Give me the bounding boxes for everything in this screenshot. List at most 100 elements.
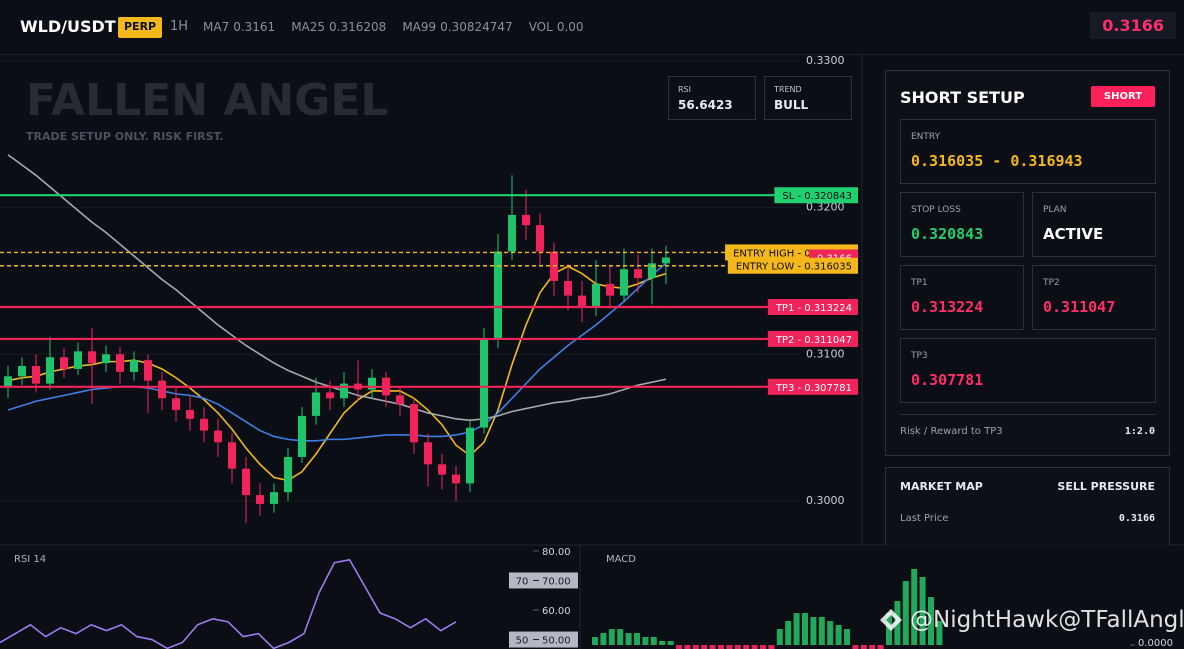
credit-text: @NightHawk@TFallAngle xyxy=(910,607,1184,633)
candle-body xyxy=(284,456,292,493)
macd-bar xyxy=(718,645,724,649)
macd-bar xyxy=(776,629,783,645)
ma-line xyxy=(7,154,667,422)
candle-body xyxy=(466,427,474,484)
y-tick-label: 0.3100 xyxy=(806,347,845,360)
candle-body xyxy=(214,430,222,443)
credit: @NightHawk@TFallAngle xyxy=(878,607,1184,633)
macd-bar xyxy=(608,629,615,645)
badge: PERP xyxy=(118,17,163,38)
y-tick-label: 0.3000 xyxy=(806,494,845,507)
rsi-line xyxy=(0,558,457,649)
macd-bar xyxy=(818,617,825,645)
candle-body xyxy=(144,360,152,381)
watermark-subtitle: TRADE SETUP ONLY. RISK FIRST. xyxy=(26,130,224,143)
entry-box: ENTRY 0.316035 - 0.316943 xyxy=(900,119,1156,184)
macd-bar xyxy=(634,633,640,645)
interval[interactable]: 1H xyxy=(170,19,189,34)
candle-body xyxy=(620,269,628,296)
candle-body xyxy=(396,395,404,405)
candle-body xyxy=(74,351,82,369)
plot: 0.3300 0.3200 0.3100 0.3000 SL - 0.320843 ENT… xyxy=(0,54,1173,649)
candle-body xyxy=(32,366,40,384)
macd-bar xyxy=(617,629,624,645)
stat-box: TREND BULL xyxy=(764,76,852,120)
market-title: MARKET MAP xyxy=(900,480,983,493)
market-status: SELL PRESSURE xyxy=(1057,480,1155,493)
candle-body xyxy=(634,269,642,278)
macd-bar xyxy=(726,645,733,649)
candle-body xyxy=(410,404,418,443)
macd-bar xyxy=(844,629,850,645)
candle-body xyxy=(186,410,194,419)
header: WLD/USDT PERP 1H MA7 0.3161 MA25 0.316208 MA… xyxy=(0,0,1184,55)
macd-bar xyxy=(936,621,943,645)
y-tick-label: 0.3200 xyxy=(806,201,845,214)
macd-bar xyxy=(600,633,607,645)
lower-panel xyxy=(0,545,1184,649)
setup-card: SHORT SETUP SHORT ENTRY 0.316035 - 0.316… xyxy=(885,70,1170,456)
tp-label: TP2 xyxy=(1043,278,1060,288)
macd-bar xyxy=(659,641,666,645)
level-box xyxy=(509,572,578,589)
candle-body xyxy=(536,225,544,252)
macd-bar xyxy=(625,633,632,645)
macd-bar xyxy=(919,577,926,645)
candle-body xyxy=(312,392,320,416)
side-badge: SHORT xyxy=(1091,86,1155,107)
diamond xyxy=(880,609,902,631)
macd-bar xyxy=(667,641,674,645)
candle-body xyxy=(592,283,600,308)
level-label: ENTRY HIGH - 0.316943 xyxy=(733,248,852,259)
candle-body xyxy=(326,392,334,399)
level-label: TP3 - 0.307781 xyxy=(775,383,852,394)
macd-bar xyxy=(709,645,716,649)
tp-value: 0.313224 xyxy=(911,298,984,316)
macd-bar xyxy=(802,613,808,645)
macd-bar xyxy=(852,645,859,649)
y-tick-label: 0.0000 xyxy=(1138,638,1173,649)
y-tick-label: 70.00 xyxy=(542,576,571,587)
macd-bar xyxy=(642,637,649,645)
pair: WLD/USDT xyxy=(20,17,116,36)
candle-body xyxy=(578,295,586,308)
macd-bar xyxy=(911,569,918,645)
ma-line xyxy=(7,265,667,482)
candle-body xyxy=(4,376,12,387)
candle-body xyxy=(88,351,96,364)
candle-body xyxy=(116,354,124,372)
last-price: 0.3166 xyxy=(1090,12,1176,39)
macd-bar xyxy=(860,645,867,649)
y-tick-label: 0.3300 xyxy=(806,54,845,67)
y-tick-label: 80.00 xyxy=(542,547,571,558)
macd-bar xyxy=(701,645,708,649)
macd-bar xyxy=(684,645,691,649)
macd-bar xyxy=(810,617,817,645)
candle-body xyxy=(522,214,530,226)
tp-label: TP3 xyxy=(911,351,928,361)
candle-body xyxy=(130,360,138,372)
indicator-name: MA7 xyxy=(203,20,230,34)
candle-body xyxy=(102,354,110,364)
panel-title: MACD xyxy=(606,554,636,565)
macd-bar xyxy=(743,645,750,649)
indicator-name: MA99 xyxy=(402,20,437,34)
macd-bar xyxy=(869,645,876,649)
tp-box: TP2 0.311047 xyxy=(1032,265,1156,330)
candle-body xyxy=(424,442,432,465)
candle-body xyxy=(200,418,208,431)
macd-bar xyxy=(592,637,598,645)
candle-body xyxy=(648,263,656,278)
sl-label: STOP LOSS xyxy=(911,205,961,215)
stat-value: 56.6423 xyxy=(678,98,733,112)
stat-label: TREND xyxy=(774,85,802,94)
plan-value: ACTIVE xyxy=(1043,225,1104,243)
level-box xyxy=(767,378,858,395)
row-value: 0.3166 xyxy=(1118,513,1155,524)
macd-bar xyxy=(877,645,884,649)
candle-body xyxy=(564,280,572,296)
rr-label: Risk / Reward to TP3 xyxy=(900,426,1003,437)
rr-value: 1:2.0 xyxy=(1124,426,1155,437)
macd-bar xyxy=(827,621,834,645)
indicator-value: 0.3161 xyxy=(233,20,276,34)
